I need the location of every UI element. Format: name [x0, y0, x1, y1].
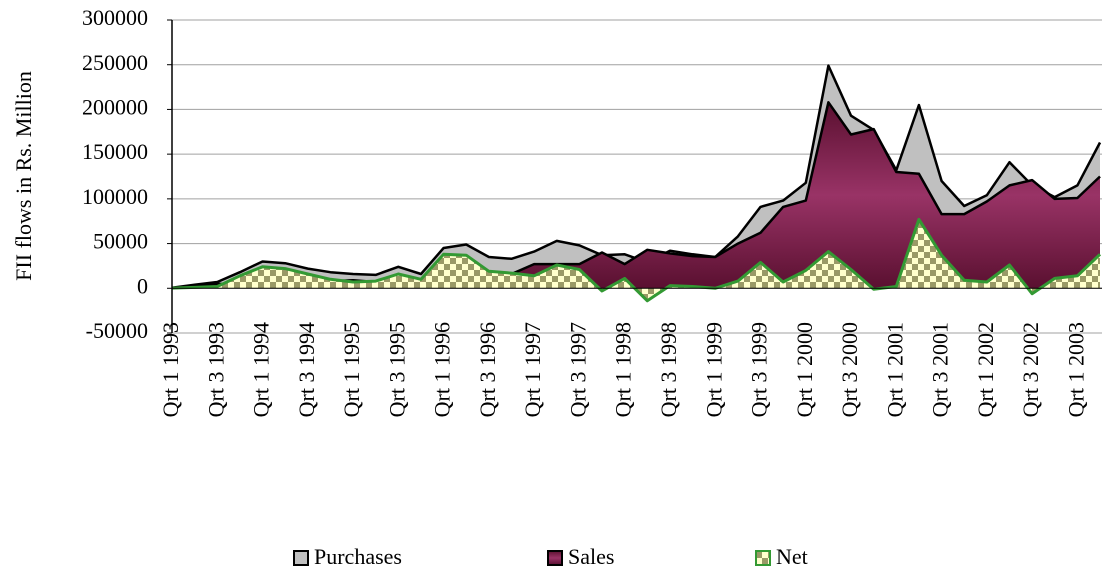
x-tick-label: Qrt 1 1998 — [611, 322, 636, 417]
x-tick-label: Qrt 3 1996 — [475, 322, 500, 417]
x-tick-label: Qrt 1 1993 — [158, 322, 183, 417]
x-tick-label: Qrt 1 1997 — [520, 322, 545, 417]
y-tick-label: 250000 — [82, 50, 148, 75]
legend-label: Net — [776, 544, 808, 569]
legend-swatch — [755, 550, 771, 566]
area-fill — [172, 219, 1100, 301]
y-axis-title: FII flows in Rs. Million — [11, 71, 36, 281]
x-tick-label: Qrt 1 1995 — [339, 322, 364, 417]
x-tick-label: Qrt 1 2000 — [792, 322, 817, 417]
x-tick-label: Qrt 3 1997 — [565, 322, 590, 417]
area-line — [171, 217, 1102, 303]
legend-swatch — [293, 550, 309, 566]
legend-item: Purchases — [293, 544, 402, 569]
x-tick-label: Qrt 1 1994 — [249, 322, 274, 417]
x-tick-label: Qrt 3 1995 — [384, 322, 409, 417]
x-tick-label: Qrt 3 2001 — [928, 322, 953, 417]
y-tick-label: 50000 — [93, 229, 148, 254]
x-tick-label: Qrt 3 2000 — [837, 322, 862, 417]
legend-item: Net — [755, 544, 808, 569]
y-tick-label: 300000 — [82, 5, 148, 30]
x-tick-label: Qrt 3 1998 — [656, 322, 681, 417]
x-tick-label: Qrt 3 1994 — [294, 322, 319, 417]
x-tick-label: Qrt 3 2002 — [1018, 322, 1043, 417]
legend-swatch — [547, 550, 563, 566]
y-tick-label: 100000 — [82, 184, 148, 209]
legend-label: Sales — [568, 544, 614, 569]
y-tick-label: 0 — [137, 273, 148, 298]
legend-label: Purchases — [314, 544, 402, 569]
x-tick-label: Qrt 1 1996 — [430, 322, 455, 417]
x-tick-label: Qrt 3 1993 — [203, 322, 228, 417]
y-tick-label: -50000 — [86, 318, 148, 343]
x-tick-label: Qrt 1 2003 — [1063, 322, 1088, 417]
area-fill — [172, 102, 1100, 289]
x-tick-label: Qrt 1 1999 — [701, 322, 726, 417]
x-tick-label: Qrt 1 2001 — [882, 322, 907, 417]
x-tick-label: Qrt 1 2002 — [973, 322, 998, 417]
y-tick-label: 200000 — [82, 94, 148, 119]
legend-item: Sales — [547, 544, 614, 569]
y-tick-label: 150000 — [82, 139, 148, 164]
x-tick-label: Qrt 3 1999 — [747, 322, 772, 417]
